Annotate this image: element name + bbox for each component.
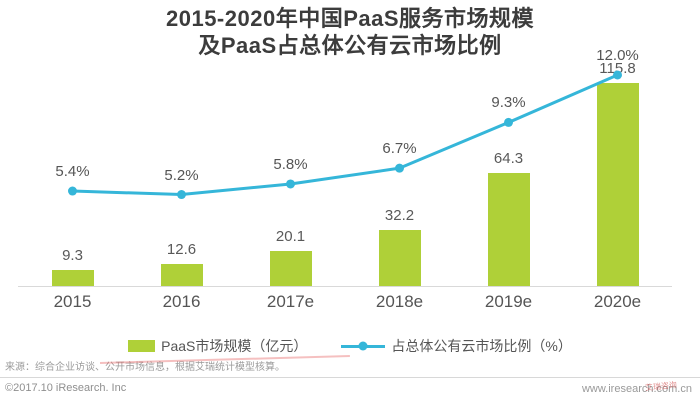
x-axis: 2015 2016 2017e 2018e 2019e 2020e: [18, 292, 672, 312]
x-axis-label-2020e: 2020e: [593, 292, 642, 311]
bar-2019e: [487, 173, 530, 286]
line-point-2017e: [286, 179, 295, 189]
bar-2017e: [269, 250, 312, 286]
trend-line: [68, 70, 622, 200]
line-point-2015: [68, 186, 77, 196]
line-point-2019e: [504, 117, 513, 127]
line-value-label-2017e: 5.8%: [273, 155, 308, 173]
line-value-label-2015: 5.4%: [55, 163, 90, 181]
plot-area: 9.3 12.6 20.1 32.2 64.3 115.8 5.4% 5.2% 5.8% 6.7%…: [18, 47, 672, 287]
bar-value-label-2019e: 64.3: [493, 150, 524, 168]
legend-bar-label: PaaS市场规模（亿元）: [161, 338, 308, 354]
bar-2020e: [596, 83, 639, 286]
bar-2015: [51, 269, 94, 286]
copyright-text: ©2017.10 iResearch. Inc: [5, 382, 127, 394]
bar-2018e: [378, 229, 421, 286]
legend-item-line: 占总体公有云市场比例（%）: [341, 338, 572, 354]
x-axis-label-2018e: 2018e: [375, 292, 424, 311]
line-value-label-2019e: 9.3%: [491, 94, 526, 112]
bar-value-label-2015: 9.3: [62, 246, 83, 264]
x-axis-label-2017e: 2017e: [266, 292, 315, 311]
line-point-2018e: [395, 163, 404, 173]
line-point-2020e: [613, 70, 622, 80]
legend-item-bar: PaaS市场规模（亿元）: [128, 338, 307, 354]
x-axis-label-2016: 2016: [162, 292, 201, 311]
chart-title-line2: 及PaaS占总体公有云市场比例: [198, 33, 502, 58]
bar-value-label-2020e: 115.8: [599, 60, 636, 78]
legend-line-label: 占总体公有云市场比例（%）: [391, 338, 572, 354]
x-axis-label-2015: 2015: [53, 292, 92, 311]
footer-divider: [0, 377, 700, 378]
bar-value-label-2016: 12.6: [166, 240, 197, 258]
chart-title: 2015-2020年中国PaaS服务市场规模 及PaaS占总体公有云市场比例: [0, 5, 700, 59]
x-axis-label-2019e: 2019e: [484, 292, 533, 311]
bar-value-label-2018e: 32.2: [384, 206, 415, 224]
line-value-label-2018e: 6.7%: [382, 140, 417, 158]
website-text: www.iresearch.com.cn: [581, 383, 692, 395]
line-value-label-2020e: 12.0%: [596, 46, 639, 64]
line-swatch-icon: [341, 341, 386, 351]
bar-2016: [160, 263, 203, 286]
legend: PaaS市场规模（亿元） 占总体公有云市场比例（%）: [0, 338, 700, 354]
line-point-2016: [177, 190, 186, 200]
line-dot-icon: [358, 341, 368, 351]
bar-swatch-icon: [128, 340, 156, 352]
line-value-label-2016: 5.2%: [164, 166, 199, 184]
bar-value-label-2017e: 20.1: [275, 227, 306, 245]
chart-title-line1: 2015-2020年中国PaaS服务市场规模: [165, 6, 535, 31]
source-note: 来源：综合企业访谈、公开市场信息，根据艾瑞统计模型核算。: [5, 362, 285, 373]
